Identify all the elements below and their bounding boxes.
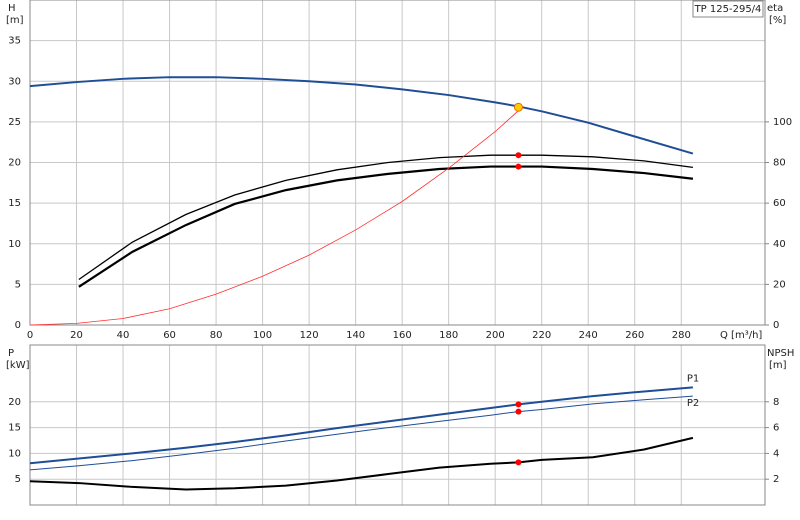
- operating-point: [515, 163, 522, 170]
- x-tick-label: 60: [163, 330, 176, 341]
- x-tick-label: 260: [625, 330, 644, 341]
- curve: [29, 76, 694, 155]
- x-tick-label: 240: [579, 330, 598, 341]
- x-tick-label: 180: [439, 330, 458, 341]
- y-tick-label: 0: [15, 320, 21, 331]
- plot-frame: [29, 0, 766, 326]
- x-tick-label: 100: [253, 330, 272, 341]
- y-tick-label: 10: [8, 448, 21, 459]
- series-label: P2: [687, 398, 699, 409]
- y2-tick-label: 0: [773, 320, 779, 331]
- y2-tick-label: 8: [773, 397, 779, 408]
- operating-point: [513, 102, 523, 112]
- y-axis-label: P: [8, 348, 14, 359]
- y-tick-label: 20: [8, 158, 21, 169]
- y-tick-label: 5: [15, 474, 21, 485]
- y2-tick-label: 40: [773, 239, 786, 250]
- curve: [29, 386, 693, 465]
- y2-tick-label: 100: [773, 117, 792, 128]
- y2-axis-unit: [m]: [769, 360, 787, 371]
- curve: [29, 436, 694, 491]
- curve: [29, 106, 524, 326]
- y2-tick-label: 80: [773, 158, 786, 169]
- y-tick-label: 20: [8, 397, 21, 408]
- x-tick-label: 140: [346, 330, 365, 341]
- series-label: P1: [687, 373, 699, 384]
- y2-axis-label: NPSH: [767, 348, 794, 359]
- title-box: [692, 0, 764, 18]
- x-tick-label: 80: [210, 330, 223, 341]
- y2-axis-label: eta: [767, 3, 783, 14]
- y-tick-label: 10: [8, 239, 21, 250]
- operating-point: [515, 408, 522, 415]
- y2-tick-label: 20: [773, 279, 786, 290]
- y-axis-unit: [kW]: [6, 360, 30, 371]
- x-axis-label: Q [m³/h]: [720, 330, 762, 341]
- x-tick-label: 200: [486, 330, 505, 341]
- x-tick-label: 160: [393, 330, 412, 341]
- y2-tick-label: 6: [773, 423, 779, 434]
- x-tick-label: 280: [672, 330, 691, 341]
- y-tick-label: 15: [8, 423, 21, 434]
- y-axis-label: H: [8, 3, 16, 14]
- x-tick-label: 20: [70, 330, 83, 341]
- y-axis-unit: [m]: [6, 15, 24, 26]
- curve: [78, 154, 693, 281]
- y-tick-label: 15: [8, 198, 21, 209]
- curve: [78, 165, 694, 288]
- y-tick-label: 5: [15, 279, 21, 290]
- x-tick-label: 120: [300, 330, 319, 341]
- operating-point: [515, 459, 522, 466]
- x-tick-label: 0: [27, 330, 33, 341]
- chart-title: TP 125-295/4: [694, 4, 762, 15]
- curve: [29, 395, 693, 471]
- y2-tick-label: 4: [773, 448, 779, 459]
- y2-tick-label: 2: [773, 474, 779, 485]
- y2-axis-unit: [%]: [769, 15, 786, 26]
- y-tick-label: 30: [8, 76, 21, 87]
- plot-frame: [29, 344, 766, 506]
- operating-point: [515, 152, 522, 159]
- y-tick-label: 35: [8, 36, 21, 47]
- operating-point: [515, 401, 522, 408]
- x-tick-label: 220: [532, 330, 551, 341]
- x-tick-label: 40: [117, 330, 130, 341]
- y-tick-label: 25: [8, 117, 21, 128]
- y2-tick-label: 60: [773, 198, 786, 209]
